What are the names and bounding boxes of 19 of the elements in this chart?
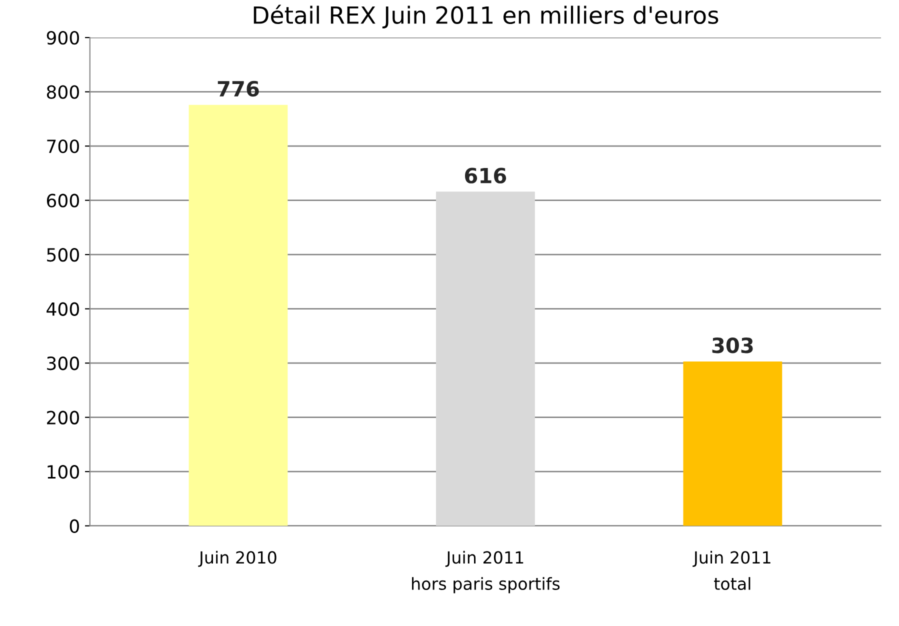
bar [683, 361, 782, 526]
x-tick-label: Juin 2010 [198, 550, 276, 567]
x-tick-label: Juin 2011 total [692, 550, 770, 590]
y-tick-label: 600 [46, 194, 79, 208]
bar [188, 104, 288, 526]
y-tick-label: 800 [46, 85, 79, 99]
data-label: 616 [465, 168, 506, 184]
y-tick-label: 200 [47, 410, 79, 424]
chart-title: Détail REX Juin 2011 en milliers d'euros [254, 4, 718, 28]
y-tick-label: 300 [47, 356, 79, 370]
y-tick-label: 700 [47, 140, 79, 154]
bar [436, 192, 535, 526]
y-tick-label: 0 [70, 519, 79, 533]
x-tick-label: Juin 2011 hors paris sportifs [412, 550, 560, 594]
data-label: 303 [712, 337, 753, 354]
y-tick-label: 100 [48, 465, 79, 479]
y-tick-label: 400 [46, 302, 79, 316]
y-tick-label: 500 [47, 248, 79, 262]
y-tick-label: 900 [46, 31, 79, 45]
